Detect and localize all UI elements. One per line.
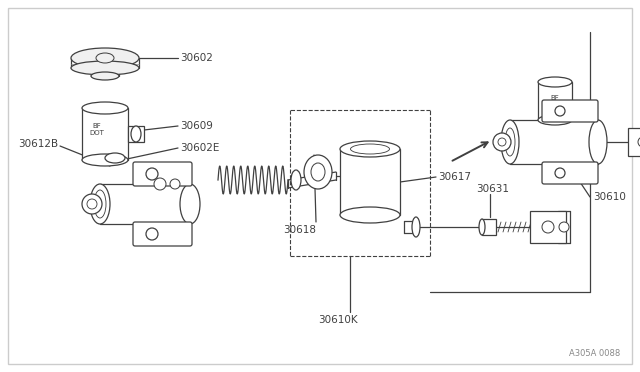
- Ellipse shape: [538, 115, 572, 125]
- Bar: [128, 126, 144, 142]
- Text: 30602E: 30602E: [180, 143, 220, 153]
- Text: 30610: 30610: [593, 192, 626, 202]
- FancyBboxPatch shape: [542, 162, 598, 184]
- Circle shape: [82, 194, 102, 214]
- Bar: [510, 120, 598, 164]
- Text: 30631: 30631: [476, 184, 509, 194]
- Text: 30610K: 30610K: [318, 315, 358, 325]
- Text: BF: BF: [93, 123, 101, 129]
- Ellipse shape: [351, 144, 390, 154]
- Ellipse shape: [589, 120, 607, 164]
- Ellipse shape: [505, 128, 515, 156]
- Circle shape: [493, 133, 511, 151]
- Circle shape: [555, 106, 565, 116]
- Ellipse shape: [340, 141, 400, 157]
- Text: 3: 3: [553, 110, 557, 116]
- Ellipse shape: [131, 126, 141, 142]
- FancyBboxPatch shape: [133, 222, 192, 246]
- FancyBboxPatch shape: [542, 100, 598, 122]
- Circle shape: [146, 228, 158, 240]
- Ellipse shape: [180, 184, 200, 224]
- Bar: [482, 219, 496, 235]
- Bar: [538, 82, 572, 120]
- Ellipse shape: [340, 207, 400, 223]
- Ellipse shape: [96, 53, 114, 63]
- Ellipse shape: [501, 120, 519, 164]
- Ellipse shape: [105, 153, 125, 163]
- Circle shape: [498, 138, 506, 146]
- Bar: [530, 211, 566, 243]
- Text: DOT: DOT: [90, 130, 104, 136]
- Ellipse shape: [538, 77, 572, 87]
- Text: 30617: 30617: [438, 172, 471, 182]
- Text: BF: BF: [550, 95, 559, 101]
- Ellipse shape: [82, 102, 128, 114]
- Circle shape: [87, 199, 97, 209]
- Ellipse shape: [412, 217, 420, 237]
- Circle shape: [170, 179, 180, 189]
- Ellipse shape: [304, 155, 332, 189]
- Ellipse shape: [71, 61, 139, 75]
- Circle shape: [555, 168, 565, 178]
- Circle shape: [559, 222, 569, 232]
- Text: 30618: 30618: [284, 225, 317, 235]
- Bar: [340, 149, 400, 215]
- Ellipse shape: [479, 219, 485, 235]
- Text: 30609: 30609: [180, 121, 213, 131]
- Text: 30602: 30602: [180, 53, 213, 63]
- Bar: [100, 184, 190, 224]
- Bar: [628, 128, 640, 156]
- Circle shape: [146, 168, 158, 180]
- Circle shape: [638, 137, 640, 147]
- Ellipse shape: [90, 184, 110, 224]
- Circle shape: [154, 178, 166, 190]
- FancyBboxPatch shape: [133, 162, 192, 186]
- Circle shape: [542, 221, 554, 233]
- Bar: [82, 108, 128, 160]
- Text: 30612B: 30612B: [18, 139, 58, 149]
- Text: A305A 0088: A305A 0088: [569, 350, 620, 359]
- Ellipse shape: [94, 190, 106, 218]
- Ellipse shape: [311, 163, 325, 181]
- Text: DOT: DOT: [548, 103, 562, 109]
- Ellipse shape: [91, 72, 119, 80]
- Ellipse shape: [291, 170, 301, 190]
- Ellipse shape: [71, 48, 139, 68]
- Ellipse shape: [82, 154, 128, 166]
